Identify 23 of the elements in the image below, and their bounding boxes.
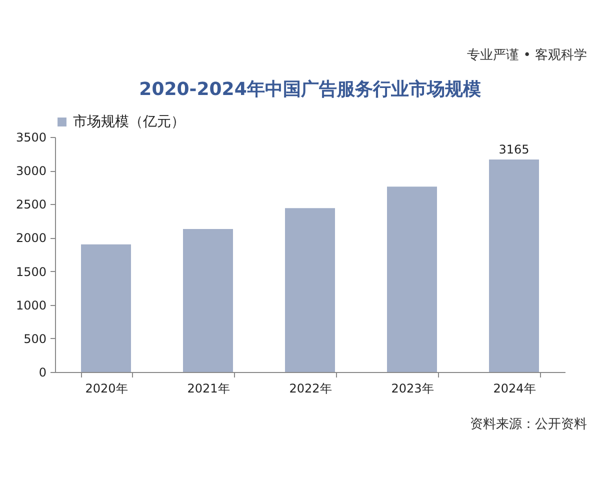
text: 资料来源：公开资料	[470, 417, 587, 432]
bar	[489, 159, 539, 372]
y-tick-label: 3000	[16, 164, 46, 178]
x-tick-label: 2024年	[493, 382, 536, 396]
y-tick-label: 1500	[16, 264, 46, 279]
y-tick-label: 0	[38, 366, 46, 380]
x-tick-label: 2020年	[85, 382, 128, 396]
y-tick-label: 2500	[16, 198, 46, 212]
y-tick-label: 2000	[16, 231, 46, 246]
bar	[183, 228, 233, 372]
chart-title: 2020-2024年中国广告服务行业市场规模	[139, 79, 481, 100]
bar	[81, 244, 131, 372]
x-tick-label: 2021年	[187, 382, 230, 396]
y-tick-label: 500	[24, 332, 46, 346]
text: 专业严谨 • 客观科学	[467, 47, 587, 63]
bar	[285, 208, 335, 372]
x-tick-label: 2023年	[391, 382, 434, 396]
y-tick-label: 3500	[16, 130, 46, 144]
y-tick-label: 1000	[16, 298, 46, 312]
data-label: 3165	[498, 142, 530, 156]
bar	[387, 186, 437, 372]
legend-label: 市场规模（亿元）	[73, 114, 185, 130]
x-tick-label: 2022年	[289, 382, 332, 396]
